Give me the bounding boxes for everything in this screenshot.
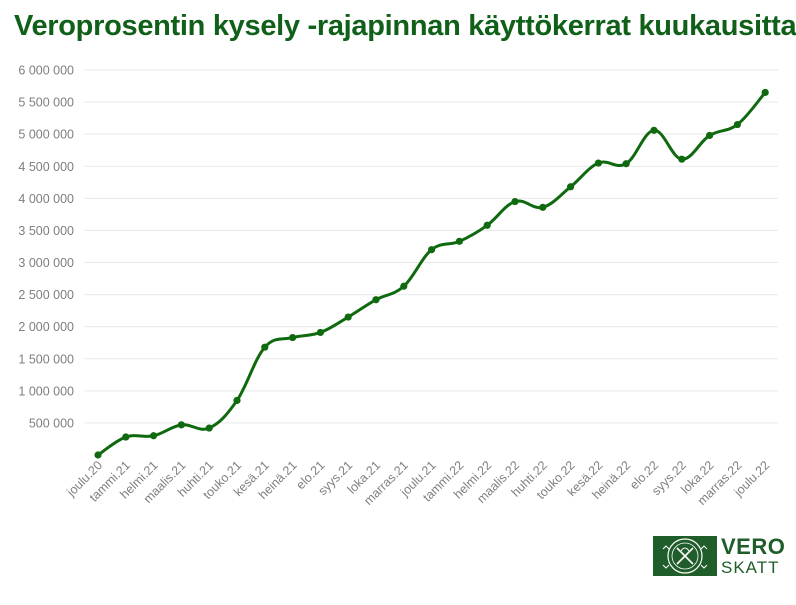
data-point xyxy=(706,131,714,140)
data-point xyxy=(567,183,575,191)
y-tick-label: 5 000 000 xyxy=(18,128,74,142)
series-line xyxy=(97,91,767,457)
y-tick-label: 5 500 000 xyxy=(18,96,74,110)
data-point xyxy=(483,221,491,229)
data-point xyxy=(650,126,658,134)
y-tick-label: 3 000 000 xyxy=(18,256,74,270)
y-tick-label: 4 500 000 xyxy=(18,160,74,174)
vero-skatt-logo: VERO SKATT xyxy=(653,536,785,576)
coat-of-arms-icon xyxy=(662,538,708,574)
data-point xyxy=(622,160,630,168)
chart-title: Veroprosentin kysely -rajapinnan käyttök… xyxy=(14,10,796,42)
data-point xyxy=(428,246,436,254)
data-point xyxy=(539,203,547,211)
y-tick-label: 6 000 000 xyxy=(18,64,74,78)
data-point xyxy=(233,396,241,405)
data-point xyxy=(177,421,185,429)
y-tick-label: 4 000 000 xyxy=(18,192,74,206)
y-tick-label: 500 000 xyxy=(29,416,74,430)
series-layer xyxy=(94,88,769,459)
y-tick-label: 2 000 000 xyxy=(18,320,74,334)
logo-word-skatt: SKATT xyxy=(721,558,780,577)
data-point xyxy=(761,88,769,97)
data-point xyxy=(594,159,603,167)
logo-emblem xyxy=(653,536,717,576)
data-point xyxy=(455,237,463,245)
data-point xyxy=(372,296,380,304)
logo-word-vero: VERO xyxy=(721,534,786,559)
data-point xyxy=(261,343,269,351)
data-point xyxy=(94,451,102,459)
data-point xyxy=(733,120,742,129)
y-tick-label: 3 500 000 xyxy=(18,224,74,238)
x-axis-ticks: joulu.20tammi.21helmi.21maalis.21huhti.2… xyxy=(64,458,773,508)
data-point xyxy=(511,197,519,206)
y-tick-label: 2 500 000 xyxy=(18,288,74,302)
data-point xyxy=(400,282,408,290)
data-point xyxy=(344,313,352,321)
data-point xyxy=(289,333,297,342)
data-point xyxy=(678,155,686,163)
data-point xyxy=(150,432,158,440)
y-tick-label: 1 500 000 xyxy=(18,352,74,366)
data-point xyxy=(316,328,324,337)
data-point xyxy=(205,424,213,432)
y-axis-ticks: 500 000 1 000 000 1 500 000 2 000 000 2 500 … xyxy=(18,64,74,431)
y-tick-label: 1 000 000 xyxy=(18,384,74,398)
data-point xyxy=(122,433,130,441)
